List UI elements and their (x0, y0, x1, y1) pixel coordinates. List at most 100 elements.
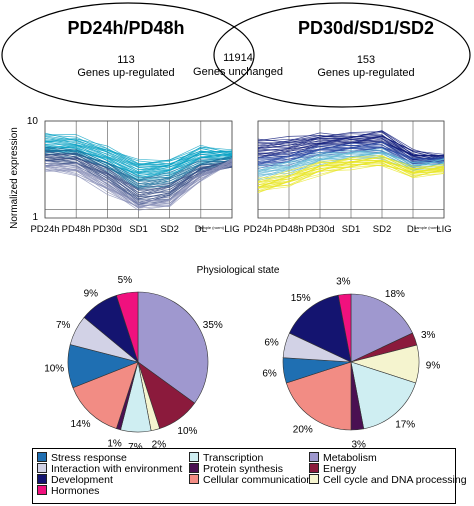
legend-item-interaction: Interaction with environment (37, 463, 182, 475)
right-plot-x-tick-label: PD24h (243, 224, 272, 235)
right-pie-label-energy: 3% (421, 330, 436, 341)
legend-swatch (37, 452, 47, 462)
legend-label: Development (51, 474, 113, 486)
right-pie-label-stress-response: 6% (262, 368, 277, 379)
venn-right-ellipse (213, 2, 471, 108)
legend-swatch (309, 474, 319, 484)
legend-swatch (309, 452, 319, 462)
legend-swatch (189, 452, 199, 462)
legend-label: Stress response (51, 452, 127, 464)
left-plot-x-tick-label: PD30d (93, 224, 122, 235)
pie-chart-right: 18% 3% 9% 17% 3% 20% 6% 6% 15% 3% (262, 276, 440, 450)
left-pie-slice-cellular-communication (72, 361, 139, 429)
venn-left-ellipse (1, 2, 255, 108)
right-plot-x-tick-label: SD2 (373, 224, 391, 235)
y-tick-10-label: 10 (27, 116, 39, 127)
right-plot-expression-line (257, 164, 445, 193)
venn-right-title: PD30d/SD1/SD2 (298, 18, 434, 38)
right-pie-label-hormones: 3% (336, 276, 351, 287)
x-axis-label: Physiological state (197, 265, 280, 276)
right-plot-x-tick-label: DL (407, 224, 419, 235)
left-plot-expression-line (44, 139, 233, 171)
left-plot-expression-line (44, 160, 233, 211)
left-plot-expression-line (44, 158, 233, 207)
right-plot-expression-line (257, 164, 445, 194)
legend-label: Interaction with environment (51, 463, 183, 475)
right-plot-x-tick-label: SD1 (342, 224, 360, 235)
legend-label: Cell cycle and DNA processing (323, 474, 467, 486)
legend-swatch (309, 463, 319, 473)
legend-swatch (37, 474, 47, 484)
line-plot-left: PD24h PD48h PD30d SD1 SD2 DL LIG (30, 120, 240, 235)
right-pie-label-protein-synthesis: 3% (351, 440, 366, 451)
y-axis-label: Normalized expression (9, 127, 20, 229)
legend-item-cellular-communication: Cellular communication (189, 474, 312, 486)
venn-right-count: 153 (357, 54, 375, 66)
right-plot-expression-line (257, 135, 445, 160)
legend: Stress response Interaction with environ… (32, 448, 467, 504)
left-pie-label-transcription: 7% (128, 442, 143, 453)
legend-item-protein-synthesis: Protein synthesis (189, 463, 283, 475)
legend-label: Energy (323, 463, 357, 475)
legend-swatch (37, 463, 47, 473)
left-pie-label-stress-response: 10% (44, 363, 64, 374)
legend-item-energy: Energy (309, 463, 356, 475)
left-pie-label-development: 9% (84, 289, 99, 300)
right-plot-expression-line (257, 161, 445, 189)
left-plot-x-tick-label: PD48h (62, 224, 91, 235)
left-plot-expression-line (44, 145, 233, 177)
venn-left-title: PD24h/PD48h (67, 18, 184, 38)
left-plot-expression-line (44, 149, 232, 185)
legend-swatch (189, 474, 199, 484)
right-pie-label-interaction-with-environment: 6% (264, 338, 279, 349)
right-plot-expression-line (257, 163, 445, 192)
right-pie-label-development: 15% (291, 293, 311, 304)
left-pie-label-protein-synthesis: 1% (107, 439, 122, 450)
left-plot-x-tick-label: SD1 (129, 224, 147, 235)
venn-right-caption: Genes up-regulated (317, 67, 414, 79)
venn-left-caption: Genes up-regulated (77, 67, 174, 79)
left-pie-label-energy: 10% (177, 426, 197, 437)
left-plot-expression-line (44, 146, 233, 179)
right-plot-expression-line (257, 159, 445, 185)
right-pie-slice-hormones (337, 293, 352, 363)
legend-label: Protein synthesis (203, 463, 283, 475)
right-pie-label-cellular-communication: 20% (293, 424, 313, 435)
legend-item-transcription: Transcription (189, 452, 263, 464)
legend-item-development: Development (37, 474, 113, 486)
legend-swatch (189, 463, 199, 473)
left-plot-x-tick-label: DL (195, 224, 207, 235)
right-plot-expression-line (257, 141, 445, 160)
left-pie-slice-metabolism (137, 291, 209, 404)
left-plot-expression-line (44, 147, 233, 181)
legend-label: Metabolism (323, 452, 377, 464)
right-plot-expression-line (257, 134, 445, 161)
right-pie-slice-metabolism (350, 293, 413, 363)
pie-chart-left: 35% 10% 2% 7% 1% 14% 10% 7% 9% 5% (44, 275, 223, 453)
right-pie-label-transcription: 17% (395, 420, 415, 431)
legend-item-metabolism: Metabolism (309, 452, 377, 464)
right-pie-slice-development (289, 294, 352, 363)
venn-center-count: 11914 (223, 52, 253, 64)
legend-label: Hormones (51, 485, 100, 497)
legend-item-stress-response: Stress response (37, 452, 127, 464)
legend-item-hormones: Hormones (37, 485, 99, 497)
left-pie-label-metabolism: 35% (203, 320, 223, 331)
right-plot-expression-line (257, 139, 445, 161)
right-plot-expression-line (257, 156, 445, 183)
legend-label: Transcription (203, 452, 264, 464)
right-pie-label-cell-cycle-and-dna-processing: 9% (426, 361, 441, 372)
left-plot-expression-line (44, 159, 233, 209)
right-plot-x-tick-label: LIG (436, 224, 451, 235)
right-plot-expression-line (257, 160, 445, 188)
right-plot-x-tick-label: PD48h (274, 224, 303, 235)
line-plot-right: PD24h PD48h PD30d SD1 SD2 DL LIG (243, 120, 452, 235)
left-pie-label-hormones: 5% (118, 275, 133, 286)
right-plot-x-tick-label: PD30d (305, 224, 334, 235)
left-plot-expression-line (44, 162, 233, 207)
left-plot-expression-line (44, 157, 233, 200)
right-plot-small-text: sample (norm) (414, 225, 440, 230)
left-pie-label-interaction-with-environment: 7% (56, 320, 71, 331)
left-plot-expression-line (44, 162, 233, 208)
y-tick-1-label: 1 (32, 212, 38, 223)
